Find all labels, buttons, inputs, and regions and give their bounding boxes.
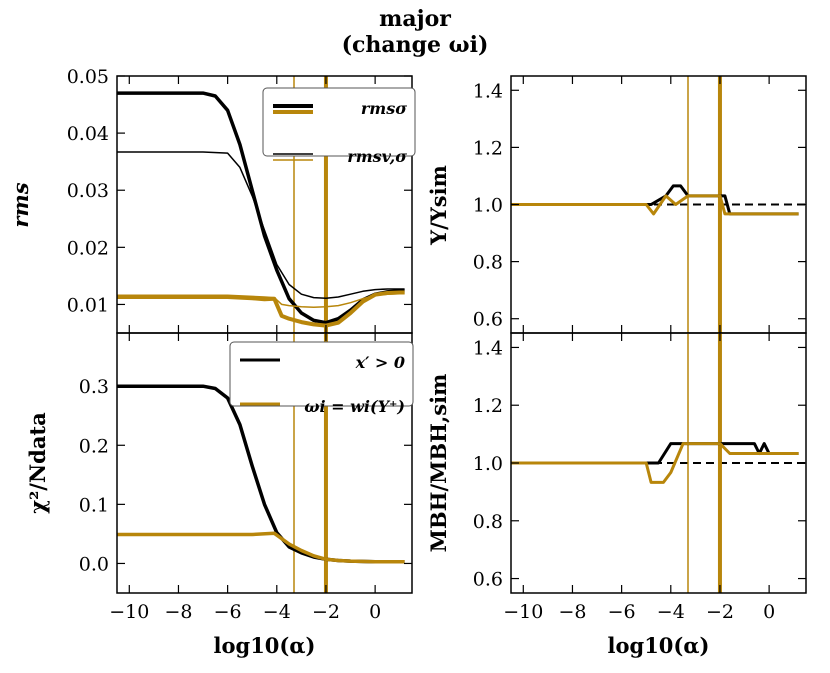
panel-rms: 0.01 0.02 0.03 0.04 0.05 rms rmsσ rmsv,σ bbox=[8, 66, 416, 334]
panel-chi2: 0.0 0.1 0.2 0.3 −10 −8 −6 −4 −2 0 log10(α) χ²/Ndata… bbox=[25, 332, 414, 658]
xtick-label: 0 bbox=[369, 601, 381, 623]
ytick-label: 0.0 bbox=[79, 553, 109, 575]
series-line-0 bbox=[511, 184, 799, 216]
xtick-label: −4 bbox=[263, 601, 291, 623]
ytick-label: 1.0 bbox=[473, 453, 503, 475]
legend-label: x′ > 0 bbox=[355, 353, 405, 372]
series-line-0 bbox=[511, 442, 799, 465]
xtick-label: −8 bbox=[164, 601, 192, 623]
figure-title-line1: major bbox=[379, 6, 451, 32]
y-axis-label: MBH/MBH,sim bbox=[426, 374, 451, 553]
axes-frame bbox=[116, 332, 413, 594]
xtick-label: −10 bbox=[503, 601, 543, 623]
xtick-label: −8 bbox=[558, 601, 586, 623]
y-axis-label: χ²/Ndata bbox=[25, 412, 50, 514]
series-line-1 bbox=[117, 151, 405, 299]
ytick-label: 1.2 bbox=[473, 395, 503, 417]
plot-area bbox=[511, 333, 806, 593]
legend-box bbox=[229, 341, 414, 407]
series-line-3 bbox=[117, 292, 405, 309]
ytick-label: 0.01 bbox=[67, 294, 109, 316]
ytick-label: 0.6 bbox=[473, 309, 503, 331]
legend: rmsσ rmsv,σ bbox=[262, 87, 416, 166]
legend-label: rmsv,σ bbox=[347, 147, 407, 166]
legend-label: rmsσ bbox=[361, 99, 407, 118]
ytick-label: 1.4 bbox=[473, 337, 503, 359]
ytick-label: 0.2 bbox=[79, 435, 109, 457]
xtick-label: −6 bbox=[214, 601, 242, 623]
legend: x′ > 0 ωi = wi(Y⁺) bbox=[229, 341, 414, 416]
ytick-label: 0.05 bbox=[67, 66, 109, 88]
xtick-label: −4 bbox=[657, 601, 685, 623]
ytick-label: 1.4 bbox=[473, 80, 503, 102]
panel-upsilon: 0.6 0.8 1.0 1.2 1.4 Υ/Υsim bbox=[426, 75, 807, 334]
series-line-1 bbox=[511, 442, 799, 484]
y-axis-label: Υ/Υsim bbox=[426, 165, 451, 246]
ytick-label: 0.03 bbox=[67, 180, 109, 202]
ytick-label: 1.2 bbox=[473, 137, 503, 159]
ytick-label: 0.04 bbox=[67, 123, 109, 145]
ytick-label: 0.8 bbox=[473, 511, 503, 533]
ytick-label: 0.1 bbox=[79, 494, 109, 516]
x-axis-label: log10(α) bbox=[608, 633, 710, 658]
ytick-label: 0.6 bbox=[473, 569, 503, 591]
series-line-1 bbox=[117, 531, 405, 564]
series-line-1 bbox=[511, 194, 799, 216]
legend-label: ωi = wi(Y⁺) bbox=[304, 397, 405, 416]
figure-title-line2: (change ωi) bbox=[341, 32, 489, 58]
ytick-label: 1.0 bbox=[473, 195, 503, 217]
xtick-label: 0 bbox=[763, 601, 775, 623]
xtick-label: −2 bbox=[706, 601, 734, 623]
xtick-label: −10 bbox=[109, 601, 149, 623]
xtick-label: −2 bbox=[312, 601, 340, 623]
y-axis-label: rms bbox=[8, 182, 33, 227]
x-axis-label: log10(α) bbox=[214, 633, 316, 658]
ytick-label: 0.3 bbox=[79, 376, 109, 398]
panel-mbh: 0.6 0.8 1.0 1.2 1.4 −10 −8 −6 −4 −2 0 log10(α) MBH/M… bbox=[426, 332, 807, 658]
ytick-label: 0.02 bbox=[67, 237, 109, 259]
plot-area bbox=[511, 76, 806, 333]
ytick-label: 0.8 bbox=[473, 252, 503, 274]
xtick-label: −6 bbox=[608, 601, 636, 623]
